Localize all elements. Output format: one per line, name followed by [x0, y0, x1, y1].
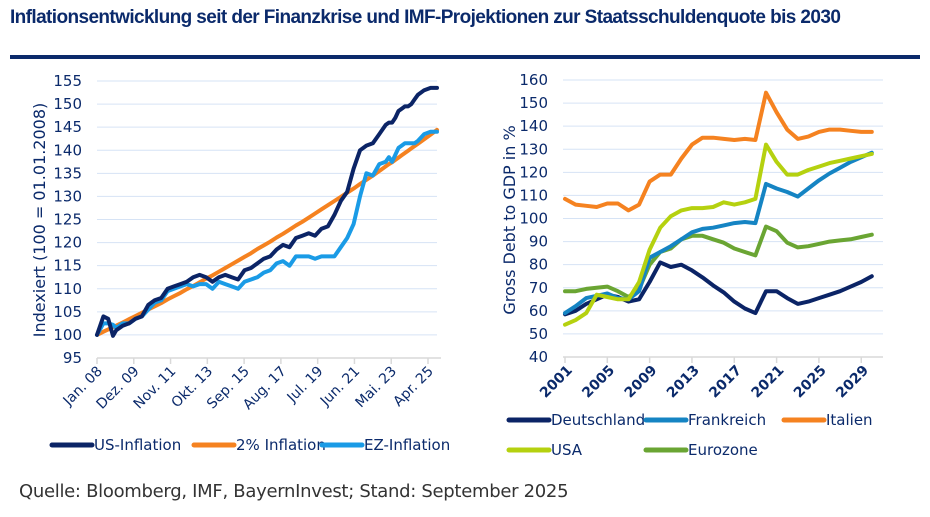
series-line-2-inflation: [95, 127, 439, 337]
legend-label-usa: USA: [551, 441, 583, 459]
y-tick-label: 145: [53, 118, 82, 136]
y-tick-label: 120: [519, 163, 548, 181]
y-tick-label: 100: [519, 210, 548, 228]
inflation-series: [95, 85, 439, 338]
y-tick-label: 125: [53, 211, 82, 229]
x-tick-label: 2009: [622, 363, 661, 402]
y-tick-label: 50: [529, 325, 548, 343]
y-tick-label: 160: [519, 71, 548, 89]
source-note: Quelle: Bloomberg, IMF, BayernInvest; St…: [19, 481, 569, 502]
y-tick-label: 70: [529, 279, 548, 297]
legend-label-italien: Italien: [826, 411, 873, 429]
inflation-y-ticks: 95 100 105 110 115 120 125 130 135 140 145 150 155: [53, 72, 82, 367]
y-tick-label: 95: [63, 349, 82, 367]
debt-y-ticks: 40 50 60 70 80 90 100 110 120 130 140 150 160: [519, 71, 548, 366]
y-tick-label: 60: [529, 302, 548, 320]
y-tick-label: 90: [529, 233, 548, 251]
debt-series: [563, 90, 874, 327]
series-line-us-inflation: [95, 85, 439, 338]
y-tick-label: 80: [529, 256, 548, 274]
x-tick-label: 2013: [664, 363, 703, 402]
y-tick-label: 110: [519, 186, 548, 204]
x-tick-label: 2025: [791, 363, 830, 402]
x-tick-label: 2017: [706, 363, 745, 402]
debt-gridlines: [563, 79, 883, 335]
legend-label-frankreich: Frankreich: [688, 411, 766, 429]
series-line-ez-inflation: [95, 129, 439, 337]
y-tick-label: 40: [529, 348, 548, 366]
debt-legend: Deutschland Frankreich Italien USA Eurozone: [506, 411, 873, 459]
y-tick-label: 135: [53, 164, 82, 182]
page-title: Inflationsentwicklung seit der Finanzkri…: [10, 7, 841, 28]
y-tick-label: 150: [519, 94, 548, 112]
x-tick-label: 2001: [537, 363, 576, 402]
inflation-legend: US-Inflation 2% Inflation EZ-Inflation: [49, 436, 450, 454]
legend-label-2-inflation: 2% Inflation: [236, 436, 326, 454]
x-tick-label: 2005: [579, 363, 618, 402]
y-tick-label: 105: [53, 303, 82, 321]
y-tick-label: 140: [519, 117, 548, 135]
title-rule: [10, 55, 920, 59]
inflation-gridlines: [97, 80, 437, 336]
inflation-chart: 95 100 105 110 115 120 125 130 135 140 145 150 155 J…: [30, 72, 450, 454]
y-tick-label: 130: [53, 187, 82, 205]
legend-label-deutschland: Deutschland: [551, 411, 645, 429]
series-line-eurozone: [563, 224, 874, 299]
y-tick-label: 140: [53, 141, 82, 159]
debt-y-axis-label: Gross Debt to GDP in %: [500, 125, 519, 314]
y-tick-label: 155: [53, 72, 82, 90]
legend-label-eurozone: Eurozone: [688, 441, 758, 459]
x-tick-label: 2029: [833, 363, 872, 402]
legend-label-ez-inflation: EZ-Inflation: [364, 436, 450, 454]
series-line-italien: [563, 90, 874, 213]
y-tick-label: 100: [53, 326, 82, 344]
x-tick-label: Apr. 25: [390, 364, 436, 410]
y-tick-label: 130: [519, 140, 548, 158]
legend-label-us-inflation: US-Inflation: [94, 436, 181, 454]
x-tick-label: 2021: [749, 363, 788, 402]
y-tick-label: 115: [53, 257, 82, 275]
y-tick-label: 150: [53, 95, 82, 113]
y-tick-label: 110: [53, 280, 82, 298]
series-line-usa: [563, 142, 874, 327]
debt-x-axis: 2001 2005 2009 2013 2017 2021 2025 2029: [537, 356, 883, 402]
inflation-y-axis-label: Indexiert (100 = 01.01.2008): [30, 103, 49, 337]
x-tick-label: Mai. 23: [352, 364, 400, 412]
y-tick-label: 120: [53, 234, 82, 252]
